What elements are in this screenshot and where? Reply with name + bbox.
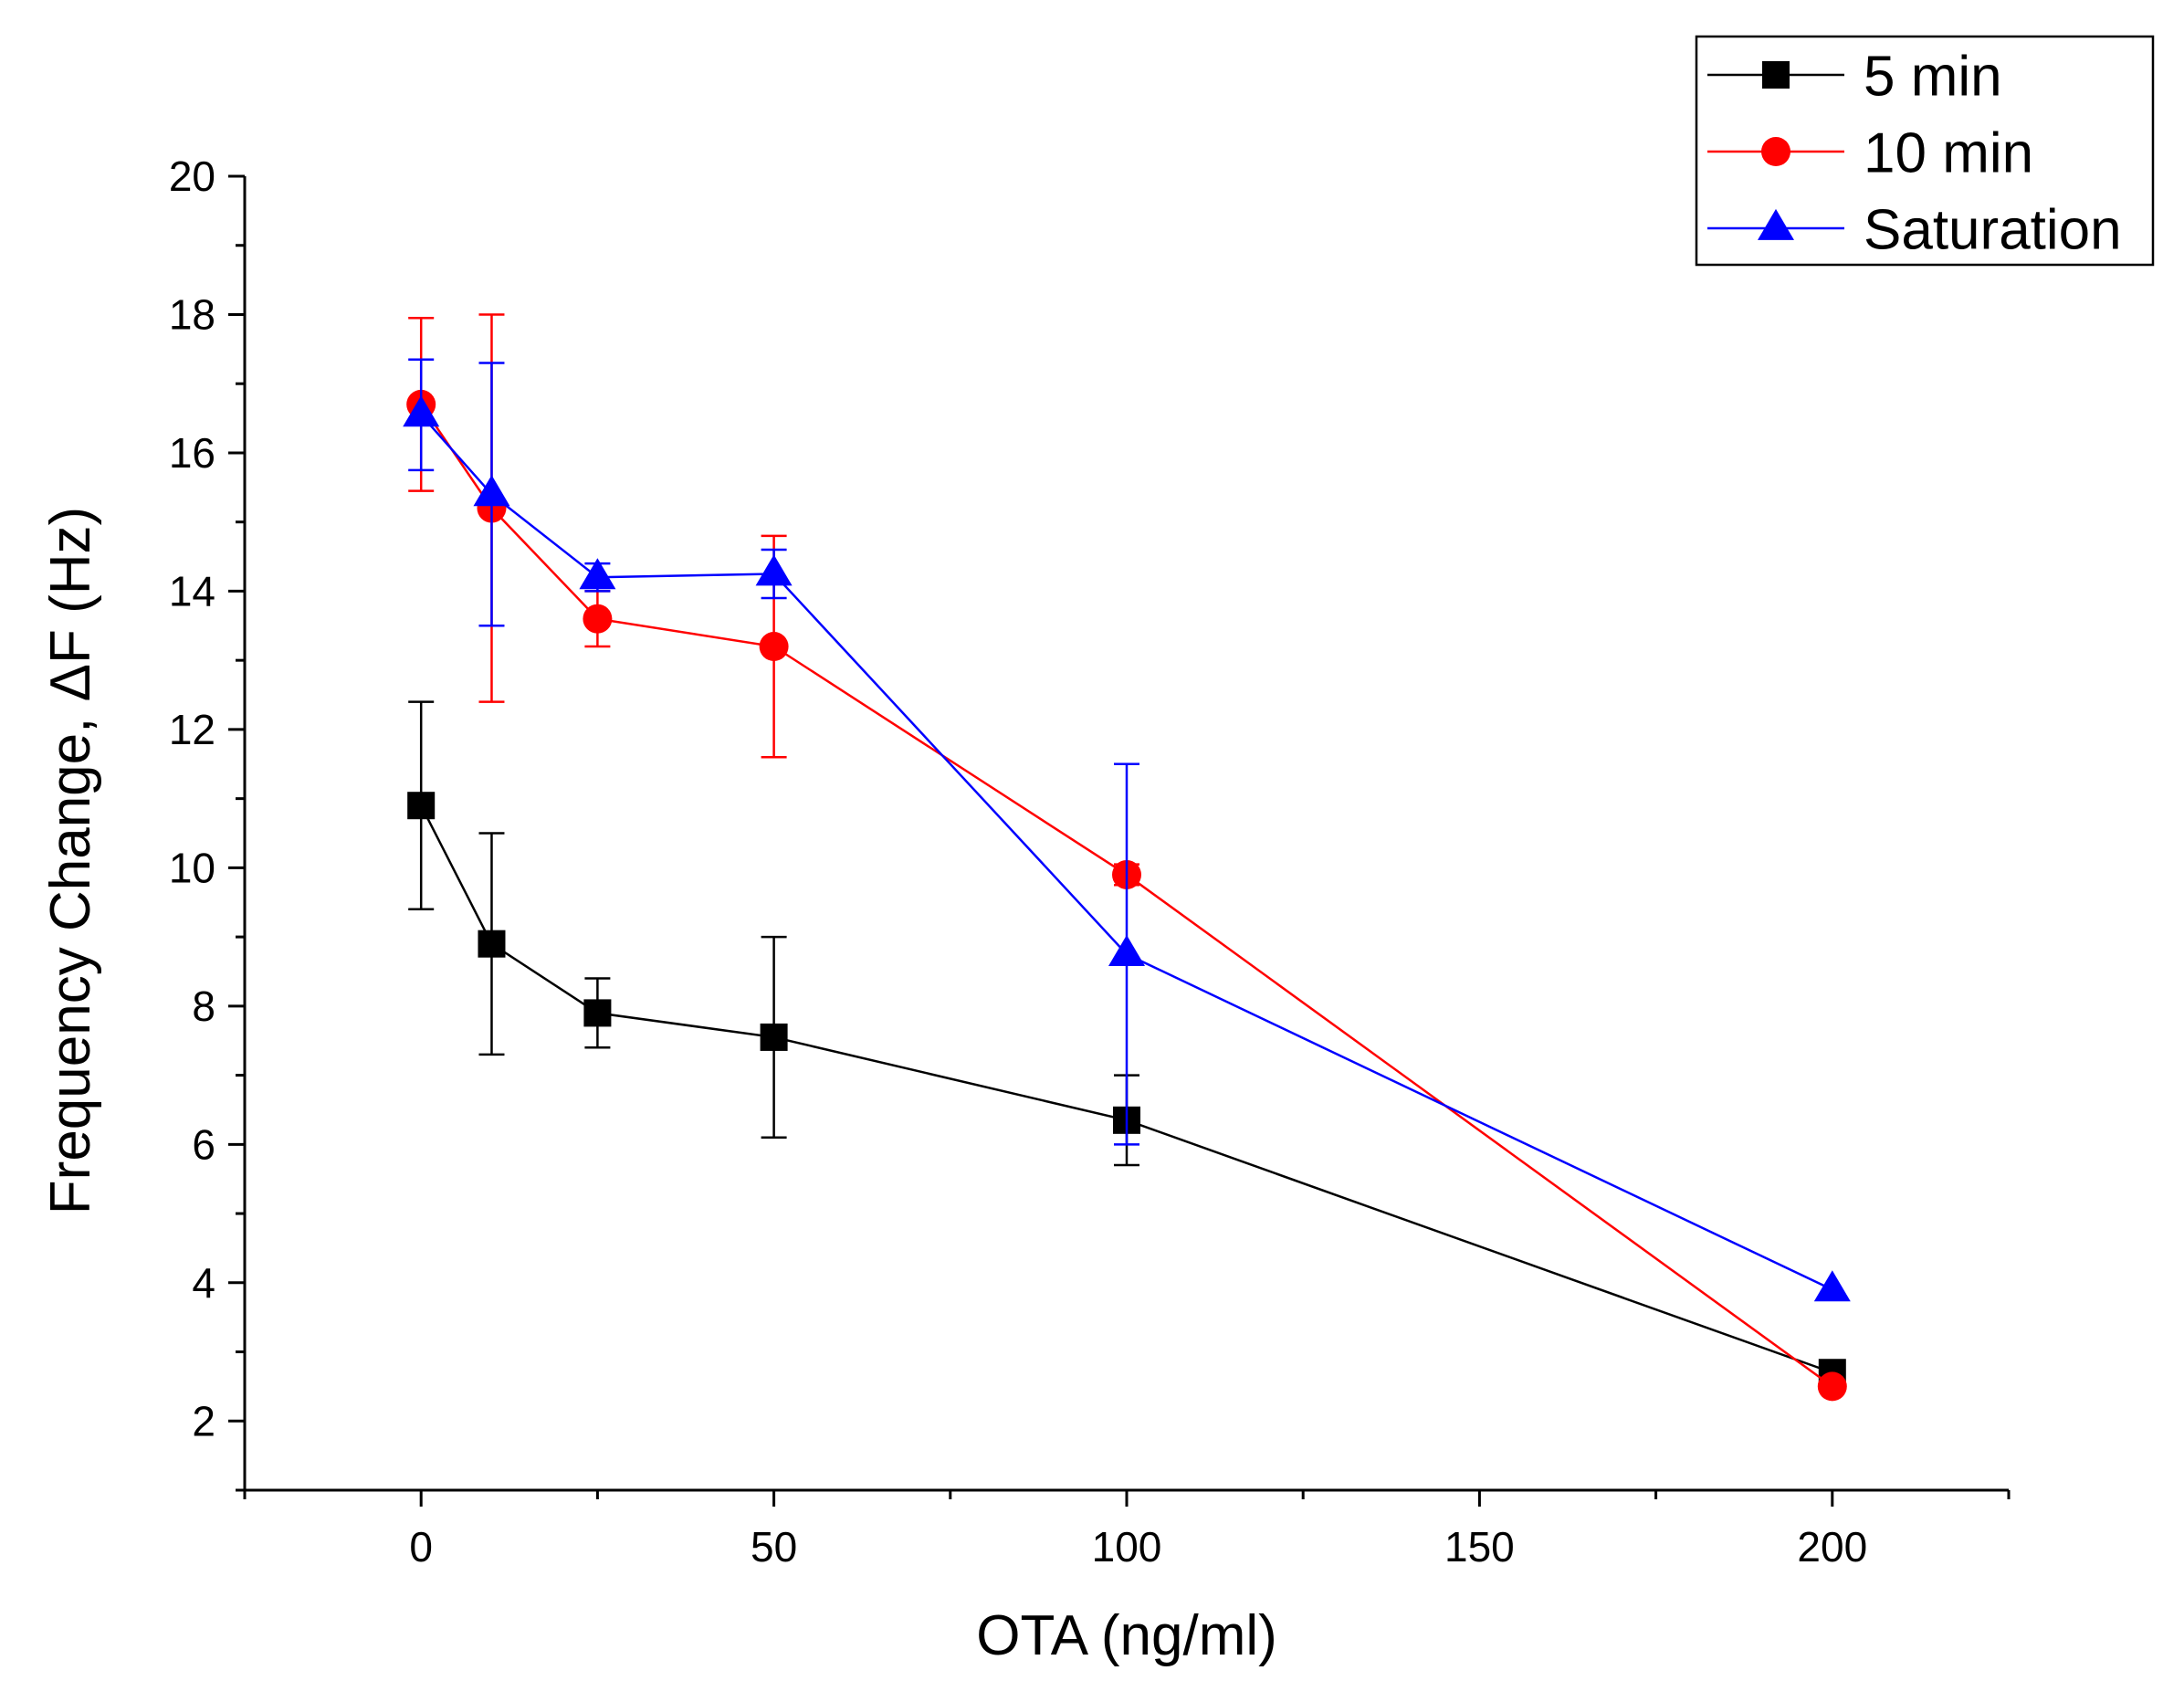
legend-marker bbox=[1762, 61, 1790, 89]
x-tick-label: 100 bbox=[1092, 1523, 1162, 1571]
legend-label-5-min: 5 min bbox=[1864, 46, 2002, 109]
series-line bbox=[420, 414, 1833, 1291]
y-axis-title: Frequency Change, ΔF (Hz) bbox=[39, 507, 102, 1214]
data-point bbox=[579, 558, 616, 590]
y-tick-label: 8 bbox=[192, 982, 215, 1030]
y-tick-label: 4 bbox=[192, 1259, 215, 1307]
data-point bbox=[759, 632, 789, 662]
data-point bbox=[1108, 934, 1145, 966]
x-axis-title: OTA (ng/ml) bbox=[976, 1604, 1277, 1667]
y-tick-label: 20 bbox=[169, 152, 215, 200]
y-tick-label: 14 bbox=[169, 567, 215, 615]
y-tick-label: 16 bbox=[169, 429, 215, 477]
y-tick-label: 10 bbox=[169, 844, 215, 891]
series-10-min bbox=[406, 313, 1847, 1402]
plot-area bbox=[403, 313, 1851, 1402]
x-tick-label: 50 bbox=[751, 1523, 797, 1571]
y-tick-label: 12 bbox=[169, 706, 215, 753]
data-point bbox=[1813, 1270, 1851, 1302]
data-point bbox=[755, 554, 793, 586]
legend-marker bbox=[1758, 208, 1794, 240]
series-line bbox=[420, 804, 1833, 1374]
x-tick-label: 200 bbox=[1797, 1523, 1867, 1571]
y-tick-label: 18 bbox=[169, 290, 215, 338]
data-point bbox=[583, 999, 612, 1027]
y-tick-label: 2 bbox=[192, 1397, 215, 1445]
data-point bbox=[478, 930, 506, 958]
data-point bbox=[760, 1023, 788, 1051]
x-tick-label: 150 bbox=[1444, 1523, 1515, 1571]
legend-label-saturation: Saturation bbox=[1864, 199, 2122, 262]
series-saturation bbox=[403, 358, 1851, 1302]
data-point bbox=[407, 792, 436, 820]
legend-label-10-min: 10 min bbox=[1864, 122, 2033, 185]
axes: 0 50 100 150 200 2 4 6 8 10 12 14 16 18 20 bbox=[169, 152, 2011, 1571]
data-point bbox=[1817, 1371, 1847, 1402]
series-line bbox=[420, 404, 1833, 1388]
data-point bbox=[403, 395, 440, 427]
x-tick-label: 0 bbox=[409, 1523, 433, 1571]
y-tick-label: 6 bbox=[192, 1120, 215, 1168]
legend-marker bbox=[1761, 137, 1790, 166]
legend: 5 min 10 min Saturation bbox=[1695, 35, 2155, 267]
data-point bbox=[473, 475, 510, 507]
data-point bbox=[583, 604, 613, 634]
